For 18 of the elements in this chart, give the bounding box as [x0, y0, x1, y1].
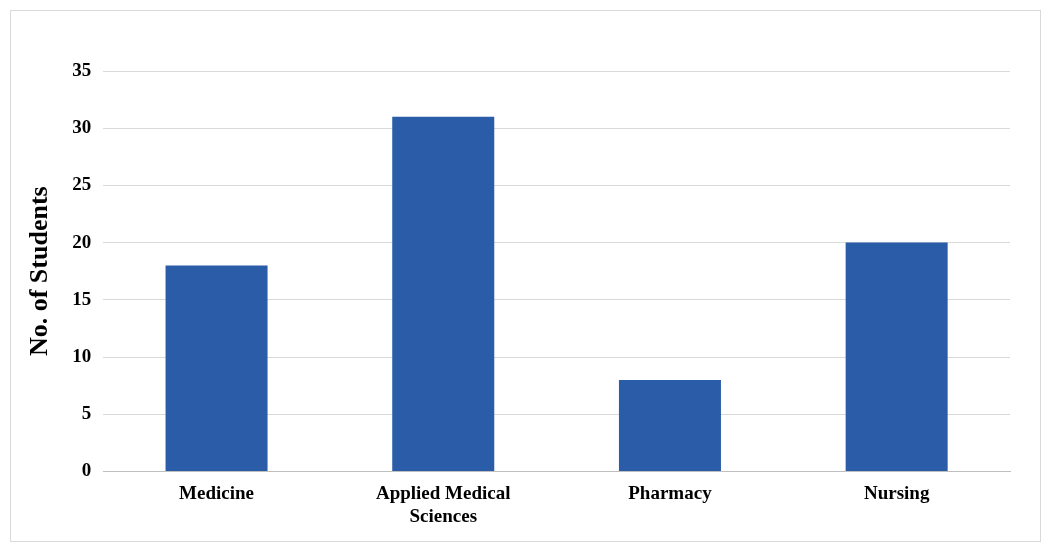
y-tick-label: 20 — [72, 230, 92, 252]
bar — [165, 265, 268, 471]
y-tick-label: 30 — [72, 116, 92, 138]
bar — [845, 242, 948, 471]
y-tick-label: 5 — [81, 402, 92, 424]
bar — [392, 116, 495, 471]
category-label: Sciences — [409, 504, 478, 526]
category-label: Applied Medical — [375, 481, 511, 503]
y-tick-label: 35 — [72, 58, 92, 80]
category-label: Nursing — [863, 481, 930, 503]
y-tick-label: 15 — [72, 287, 92, 309]
bar — [618, 379, 721, 471]
category-label: Pharmacy — [628, 481, 712, 503]
y-tick-label: 0 — [81, 459, 92, 481]
y-tick-label: 25 — [72, 173, 92, 195]
y-axis-title: No. of Students — [24, 186, 54, 357]
category-label: Medicine — [179, 481, 255, 503]
y-tick-label: 10 — [72, 344, 92, 366]
